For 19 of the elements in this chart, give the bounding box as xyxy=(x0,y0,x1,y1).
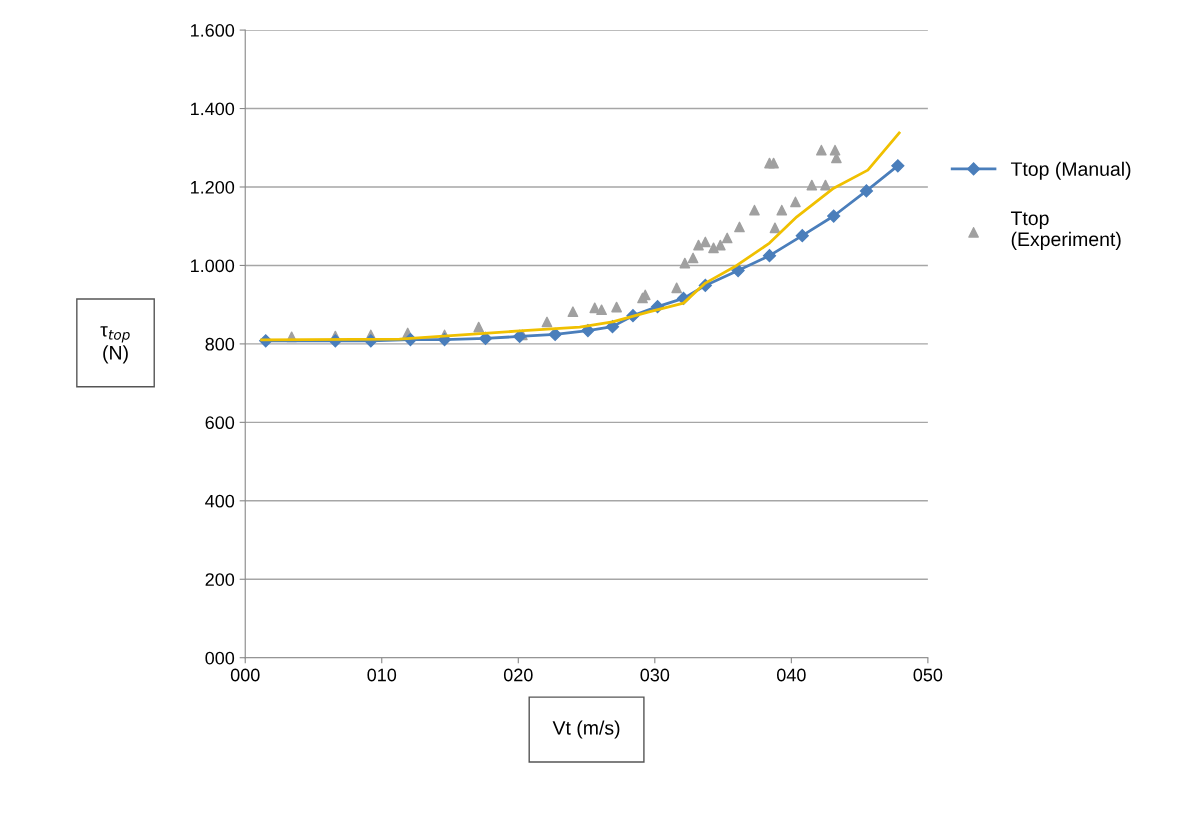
y-tick-label: 1.400 xyxy=(191,102,235,116)
y-axis-title: τ$_{top}$ (N) xyxy=(100,326,130,364)
x-tick-label: 040 xyxy=(776,668,806,682)
y-tick-label: 400 xyxy=(205,494,235,508)
y-tick-label: 200 xyxy=(205,573,235,586)
legend-label: Ttop (Experiment) xyxy=(1010,211,1121,250)
y-tick-label: 1.200 xyxy=(191,180,235,194)
x-axis-title: Vt (m/s) xyxy=(552,720,620,739)
y-tick-label: 1.000 xyxy=(191,259,235,273)
y-tick-label: 600 xyxy=(205,416,235,430)
x-tick-label: 010 xyxy=(367,668,397,682)
x-tick-label: 000 xyxy=(230,668,260,682)
x-tick-label: 050 xyxy=(913,668,943,682)
y-tick-label: 000 xyxy=(205,651,235,665)
x-tick-label: 020 xyxy=(503,668,533,682)
legend-label: Ttop (Manual) xyxy=(1010,161,1131,180)
y-tick-label: 800 xyxy=(205,337,235,351)
y-tick-label: 1.600 xyxy=(191,24,235,37)
x-tick-label: 030 xyxy=(640,668,670,682)
